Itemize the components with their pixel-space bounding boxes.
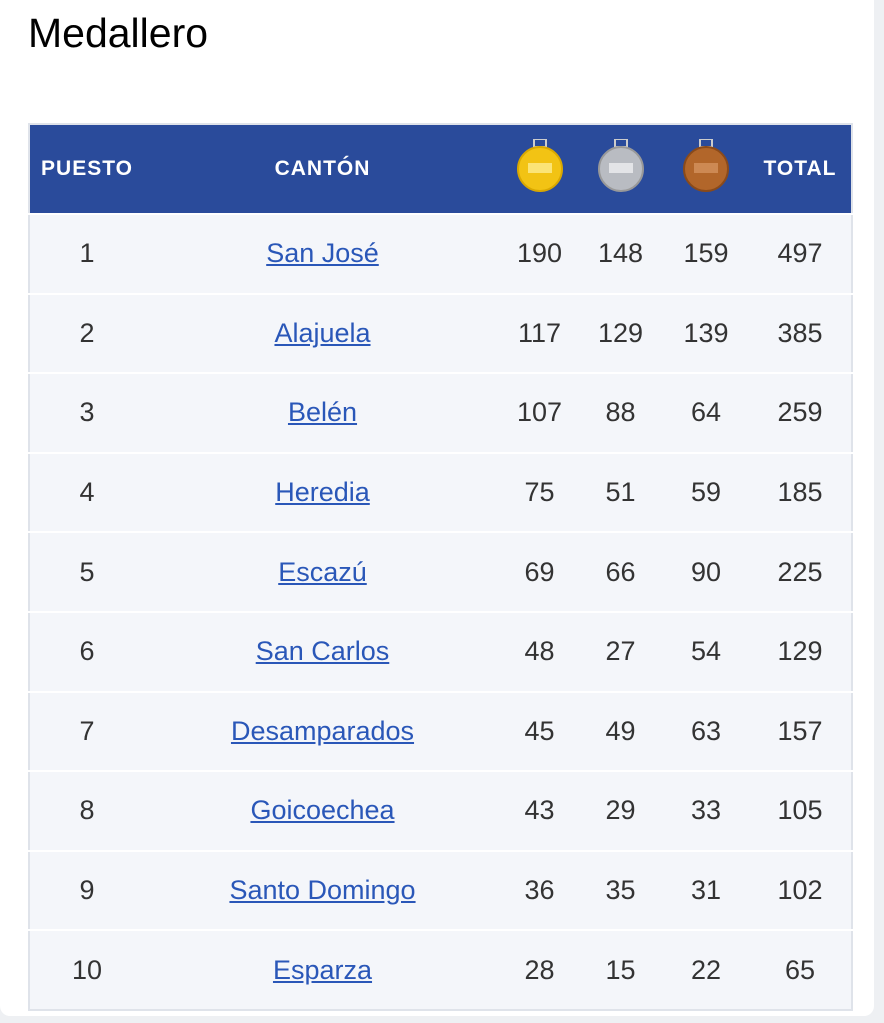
table-cell: 33 bbox=[690, 795, 722, 826]
table-cell: 5 bbox=[79, 556, 95, 587]
table-row: 2 Alajuela 117 129 139 385 bbox=[29, 293, 852, 374]
table-cell: 54 bbox=[690, 636, 722, 667]
silver-icon bbox=[578, 124, 663, 214]
header-cell: PUESTO bbox=[41, 157, 133, 180]
table-cell: Santo Domingo bbox=[144, 851, 501, 931]
header-cell: CANTÓN bbox=[274, 157, 371, 180]
header-cell: TOTAL bbox=[763, 157, 837, 180]
table-cell: 90 bbox=[690, 556, 722, 587]
table-cell: 107 bbox=[516, 397, 563, 428]
table-cell: 1 bbox=[79, 238, 95, 269]
table-cell: 28 bbox=[524, 954, 555, 985]
table-cell: 51 bbox=[605, 477, 636, 508]
table-cell: 9 bbox=[79, 875, 95, 906]
medal-table: PUESTO CANTÓN TOTAL 1 San José 190 148 159 49… bbox=[28, 123, 853, 1011]
table-cell: Belén bbox=[144, 373, 501, 453]
table-cell: 105 bbox=[777, 795, 823, 826]
table-cell: Desamparados bbox=[144, 692, 501, 772]
table-cell: 190 bbox=[516, 238, 563, 269]
canton-link[interactable]: Goicoechea bbox=[250, 795, 395, 826]
header-row: PUESTO CANTÓN TOTAL bbox=[29, 124, 852, 214]
title: Medallero bbox=[28, 10, 209, 56]
table-row: 5 Escazú 69 66 90 225 bbox=[29, 532, 852, 612]
canton-link[interactable]: Belén bbox=[287, 397, 358, 428]
table-cell: 385 bbox=[777, 317, 823, 348]
table-cell: San José bbox=[144, 214, 501, 294]
table-cell: 157 bbox=[777, 715, 823, 746]
table-cell: 10 bbox=[71, 954, 103, 985]
gold-icon bbox=[501, 124, 578, 214]
table-cell: 8 bbox=[79, 795, 95, 826]
table-cell: 259 bbox=[777, 397, 823, 428]
bronze-icon bbox=[663, 124, 749, 214]
table-row: 6 San Carlos 48 27 54 129 bbox=[29, 611, 852, 692]
canton-link[interactable]: San Carlos bbox=[255, 636, 390, 667]
table-cell: 129 bbox=[777, 636, 823, 667]
canton-link[interactable]: Escazú bbox=[278, 556, 367, 587]
table-cell: 117 bbox=[517, 317, 562, 348]
table-cell: 36 bbox=[524, 875, 555, 906]
table-cell: 43 bbox=[524, 795, 555, 826]
table-cell: 15 bbox=[605, 954, 636, 985]
table-cell: 45 bbox=[524, 715, 555, 746]
table-row: 7 Desamparados 45 49 63 157 bbox=[29, 691, 852, 772]
canton-link[interactable]: Heredia bbox=[275, 477, 370, 508]
table-body: 1 San José 190 148 159 497 2 Alajuela 117 129 139 3… bbox=[29, 214, 852, 1010]
table-cell: 59 bbox=[690, 477, 722, 508]
canton-link[interactable]: Santo Domingo bbox=[229, 875, 416, 906]
table-cell: 6 bbox=[79, 636, 95, 667]
table-cell: 88 bbox=[605, 397, 636, 428]
table-cell: 102 bbox=[777, 875, 823, 906]
table-cell: 139 bbox=[683, 317, 729, 348]
table-row: 3 Belén 107 88 64 259 bbox=[29, 373, 852, 453]
table-cell: 497 bbox=[777, 238, 823, 269]
canton-link[interactable]: Esparza bbox=[272, 954, 373, 985]
table-cell: Heredia bbox=[144, 453, 501, 533]
table-cell: 63 bbox=[690, 715, 722, 746]
table-row: 4 Heredia 75 51 59 185 bbox=[29, 452, 852, 533]
table-cell: 129 bbox=[597, 317, 644, 348]
table-cell: 66 bbox=[605, 556, 636, 587]
table-row: 8 Goicoechea 43 29 33 105 bbox=[29, 771, 852, 851]
table-cell: Escazú bbox=[144, 532, 501, 612]
table-cell: 185 bbox=[777, 477, 823, 508]
table-cell: 75 bbox=[524, 477, 555, 508]
table-row: 10 Esparza 28 15 22 65 bbox=[29, 930, 852, 1010]
table-cell: 225 bbox=[777, 556, 823, 587]
table-row: 1 San José 190 148 159 497 bbox=[29, 214, 852, 294]
table-cell: 4 bbox=[79, 477, 95, 508]
table-cell: Goicoechea bbox=[144, 771, 501, 851]
table-cell: 148 bbox=[597, 238, 644, 269]
table-cell: 49 bbox=[605, 715, 636, 746]
table-cell: 65 bbox=[784, 954, 816, 985]
table-cell: 48 bbox=[524, 636, 555, 667]
table-cell: 27 bbox=[605, 636, 636, 667]
table-cell: 3 bbox=[79, 397, 95, 428]
canton-link[interactable]: Desamparados bbox=[230, 715, 415, 746]
canton-link[interactable]: San José bbox=[266, 238, 379, 269]
table-cell: 2 bbox=[79, 317, 95, 348]
table-cell: 31 bbox=[690, 875, 722, 906]
table-cell: 35 bbox=[605, 875, 636, 906]
table-cell: 159 bbox=[683, 238, 729, 269]
table-cell: 64 bbox=[690, 397, 722, 428]
table-cell: 7 bbox=[79, 715, 95, 746]
table-cell: 29 bbox=[605, 795, 636, 826]
table-cell: 69 bbox=[524, 556, 555, 587]
table-cell: Alajuela bbox=[144, 294, 501, 374]
canton-link[interactable]: Alajuela bbox=[274, 317, 371, 348]
table-cell: Esparza bbox=[144, 930, 501, 1010]
table-row: 9 Santo Domingo 36 35 31 102 bbox=[29, 850, 852, 931]
table-cell: 22 bbox=[690, 954, 722, 985]
table-cell: San Carlos bbox=[144, 612, 501, 692]
